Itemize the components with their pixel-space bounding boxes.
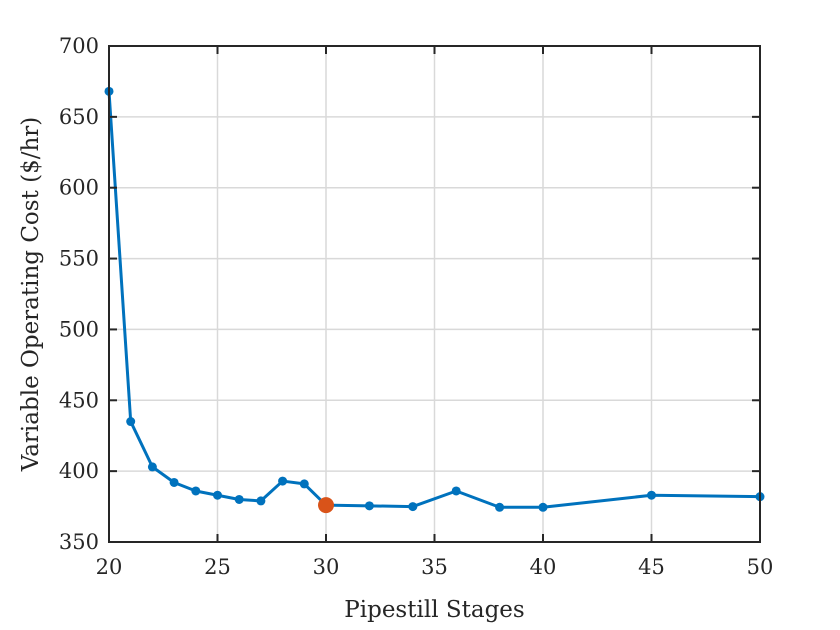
data-point (126, 417, 136, 427)
data-point (451, 486, 461, 496)
x-tick-labels: 20 25 30 35 40 45 50 (96, 555, 774, 579)
x-tick-label: 45 (638, 555, 665, 579)
y-tick-label: 600 (59, 176, 99, 200)
y-tick-label: 500 (59, 317, 99, 341)
y-tick-label: 650 (59, 105, 99, 129)
y-tick-label: 400 (59, 459, 99, 483)
series-layer (104, 86, 765, 514)
data-point (191, 486, 201, 496)
y-axis-label: Variable Operating Cost ($/hr) (18, 117, 44, 473)
x-tick-label: 30 (313, 555, 340, 579)
highlight-point (318, 497, 334, 514)
data-point (278, 476, 288, 486)
x-tick-label: 50 (747, 555, 774, 579)
y-tick-label: 700 (59, 34, 99, 58)
data-point (495, 502, 505, 512)
data-point (147, 462, 157, 472)
y-tick-label: 350 (59, 530, 99, 554)
y-tick-labels: 350 400 450 500 550 600 650 700 (59, 34, 99, 554)
data-point (538, 502, 548, 512)
grid (109, 46, 760, 542)
data-point (256, 496, 266, 506)
x-tick-label: 20 (96, 555, 123, 579)
data-point (647, 490, 656, 500)
data-point (408, 502, 418, 512)
data-point (169, 477, 179, 487)
data-point (213, 490, 222, 500)
y-tick-label: 450 (59, 388, 99, 412)
y-tick-label: 550 (59, 247, 99, 271)
x-tick-label: 35 (421, 555, 448, 579)
x-axis-label: Pipestill Stages (344, 597, 524, 623)
data-point (234, 494, 244, 504)
x-tick-label: 40 (530, 555, 557, 579)
data-point (299, 479, 309, 489)
tick-marks (108, 45, 761, 543)
data-point (364, 501, 374, 511)
x-tick-label: 25 (204, 555, 231, 579)
